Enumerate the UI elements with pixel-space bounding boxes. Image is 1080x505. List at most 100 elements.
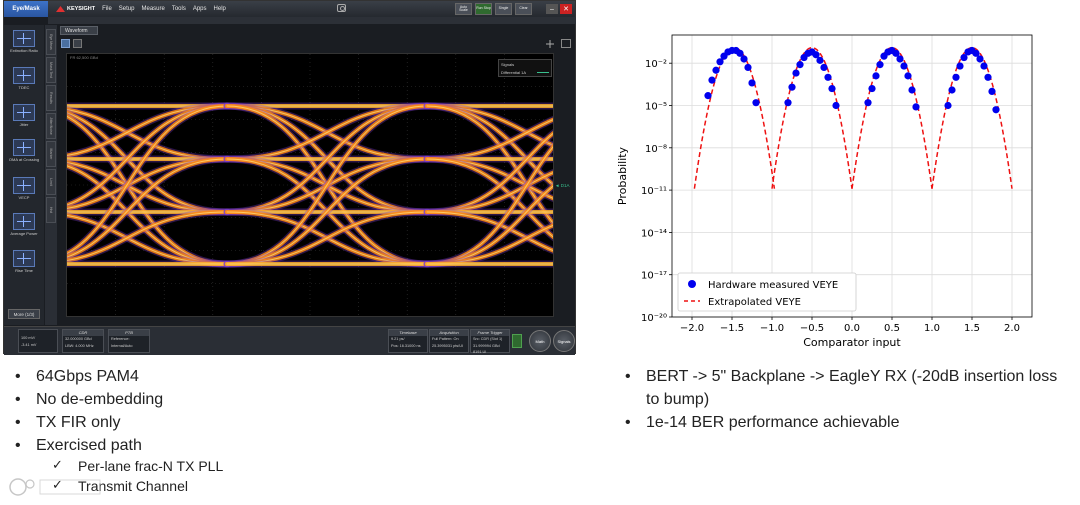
channel-box[interactable]: 100 mV/ -3.41 mV (18, 329, 58, 353)
eye-diagram-display[interactable] (66, 53, 554, 317)
frame-trigger-box[interactable]: Frame Trigger Src: CDR (Slot 1) 31.99999… (470, 329, 510, 354)
brand: KEYSIGHT (56, 6, 95, 12)
data-point (712, 66, 720, 74)
vtab-mask-test[interactable]: Mask Test (46, 57, 56, 83)
eye-trace-core (426, 146, 553, 265)
signals-legend[interactable]: Signals Differential 1A (498, 59, 552, 77)
data-point (744, 63, 752, 72)
meas-extinction-ratio[interactable]: Extinction Ratio (7, 30, 41, 53)
cdr-title: CDR (63, 330, 103, 336)
clear-button[interactable]: Clear (515, 3, 532, 15)
x-tick-label: 0.5 (884, 323, 900, 334)
camera-icon[interactable] (337, 4, 346, 12)
vtab-results[interactable]: Results (46, 85, 56, 111)
menu-apps[interactable]: Apps (192, 6, 207, 12)
tab-waveform[interactable]: Waveform (60, 26, 98, 35)
y-tick-label: 10⁻¹⁷ (641, 271, 667, 282)
menu-help[interactable]: Help (213, 6, 226, 12)
eye-trace-core (67, 105, 228, 255)
oma-icon (13, 139, 35, 156)
layout-icon[interactable] (61, 39, 70, 48)
ptb-box[interactable]: PTB Reference: Internal/Auto (108, 329, 150, 353)
acquisition-title: Acquisition (430, 330, 468, 336)
meas-oma[interactable]: OMA at Crossing (7, 139, 41, 162)
eye-trace-core (67, 105, 228, 156)
scope-menubar: Eye/Mask KEYSIGHT File Setup Measure Too… (4, 1, 575, 17)
menu-icon[interactable] (561, 39, 571, 48)
eye-diagram-graphic (67, 54, 553, 316)
legend-label-extrapolated: Extrapolated VEYE (708, 297, 801, 308)
minimize-icon[interactable]: – (546, 4, 558, 14)
signals-button[interactable]: Signals (553, 330, 575, 352)
eye-trace-core (226, 105, 428, 213)
meas-vecp[interactable]: VECP (7, 177, 41, 200)
eye-trace-core (226, 158, 428, 265)
sub-item-label: Per-lane frac-N TX PLL (78, 458, 224, 474)
menu-tools[interactable]: Tools (171, 6, 186, 12)
tdec-icon (13, 67, 35, 84)
move-icon[interactable] (545, 40, 555, 48)
vtab-eye-meas[interactable]: Eye Meas (46, 29, 56, 55)
sub-item-label: Transmit Channel (78, 478, 188, 494)
x-tick-label: 1.0 (924, 323, 940, 334)
data-point (824, 73, 832, 81)
meas-average-power[interactable]: Average Power (7, 213, 41, 236)
vtab-label: Mask Test (49, 62, 53, 78)
eye-trace-core (67, 158, 228, 258)
more-button[interactable]: More (1/3) (8, 309, 40, 319)
check-icon: ✓ (52, 478, 63, 493)
data-point (864, 99, 872, 107)
menu-setup[interactable]: Setup (118, 6, 135, 12)
left-bullet-list: 64Gbps PAM4 No de-embedding TX FIR only … (10, 365, 163, 457)
eye-trace-core (426, 119, 553, 160)
ptb-line2: Internal/Auto (111, 343, 133, 348)
vtab-hist[interactable]: Hist (46, 197, 56, 223)
measurement-sidebar: Extinction Ratio TDEC Jitter OMA at Cros… (4, 25, 44, 325)
data-point (784, 99, 792, 107)
vtab-marker[interactable]: Marker (46, 141, 56, 167)
data-point (788, 83, 796, 91)
eye-trace-core (426, 185, 553, 265)
close-icon[interactable]: ✕ (560, 4, 572, 14)
cdr-lbw: LBW: 4.000 MHz (65, 343, 94, 348)
single-button[interactable]: Single (495, 3, 512, 15)
zoom-icon[interactable] (73, 39, 82, 48)
x-tick-label: 0.0 (844, 323, 860, 334)
math-button[interactable]: Math (529, 330, 551, 352)
menu-file[interactable]: File (102, 6, 112, 12)
meas-label: VECP (18, 195, 30, 200)
y-tick-label: 10⁻² (645, 59, 667, 70)
data-point (868, 84, 876, 93)
legend-dot-swatch (688, 280, 696, 288)
meas-tdec[interactable]: TDEC (7, 67, 41, 90)
eye-mask-button[interactable]: Eye/Mask (4, 1, 48, 17)
chart-legend: Hardware measured VEYE Extrapolated VEYE (677, 272, 857, 312)
list-item: No de-embedding (10, 388, 163, 411)
acquisition-box[interactable]: Acquisition Full Pattern: On 25.3995031 … (429, 329, 469, 353)
right-bullet-list: BERT -> 5" Backplane -> EagleY RX (-20dB… (620, 365, 1070, 434)
channel-marker[interactable]: ◄ D1A (555, 183, 570, 188)
data-point (960, 53, 968, 62)
data-point (980, 62, 988, 70)
frame-trigger-title: Frame Trigger (471, 330, 509, 336)
timebase-box[interactable]: Timebase 9.21 ps/ Pos: 16.31000 ns (388, 329, 428, 353)
list-item: TX FIR only (10, 411, 163, 434)
run-stop-button[interactable]: Run Stop (475, 3, 492, 15)
frame-trigger-line2: 31.999994 GBd (473, 343, 500, 348)
timebase-title: Timebase (389, 330, 427, 336)
list-item: 64Gbps PAM4 (10, 365, 163, 388)
meas-rise-time[interactable]: Rise Time (7, 250, 41, 273)
timebase-pos: Pos: 16.31000 ns (391, 343, 421, 348)
legend-label-measured: Hardware measured VEYE (708, 280, 838, 291)
meas-jitter[interactable]: Jitter (7, 104, 41, 127)
menu-measure[interactable]: Measure (141, 6, 165, 12)
sub-bullet-list: ✓ Per-lane frac-N TX PLL ✓ Transmit Channe… (52, 456, 223, 496)
vtab-jitter-noise[interactable]: Jitter/Noise (46, 113, 56, 139)
channel-scale: 100 mV/ (21, 336, 36, 340)
auto-scale-button[interactable]: Auto Scale (455, 3, 472, 15)
plot-label: FR 62,500 GBd (70, 55, 98, 60)
cdr-box[interactable]: CDR 32.000000 GBd LBW: 4.000 MHz (62, 329, 104, 353)
lock-icon[interactable] (512, 334, 522, 348)
y-tick-label: 10⁻⁸ (645, 144, 667, 155)
vtab-limit[interactable]: Limit (46, 169, 56, 195)
